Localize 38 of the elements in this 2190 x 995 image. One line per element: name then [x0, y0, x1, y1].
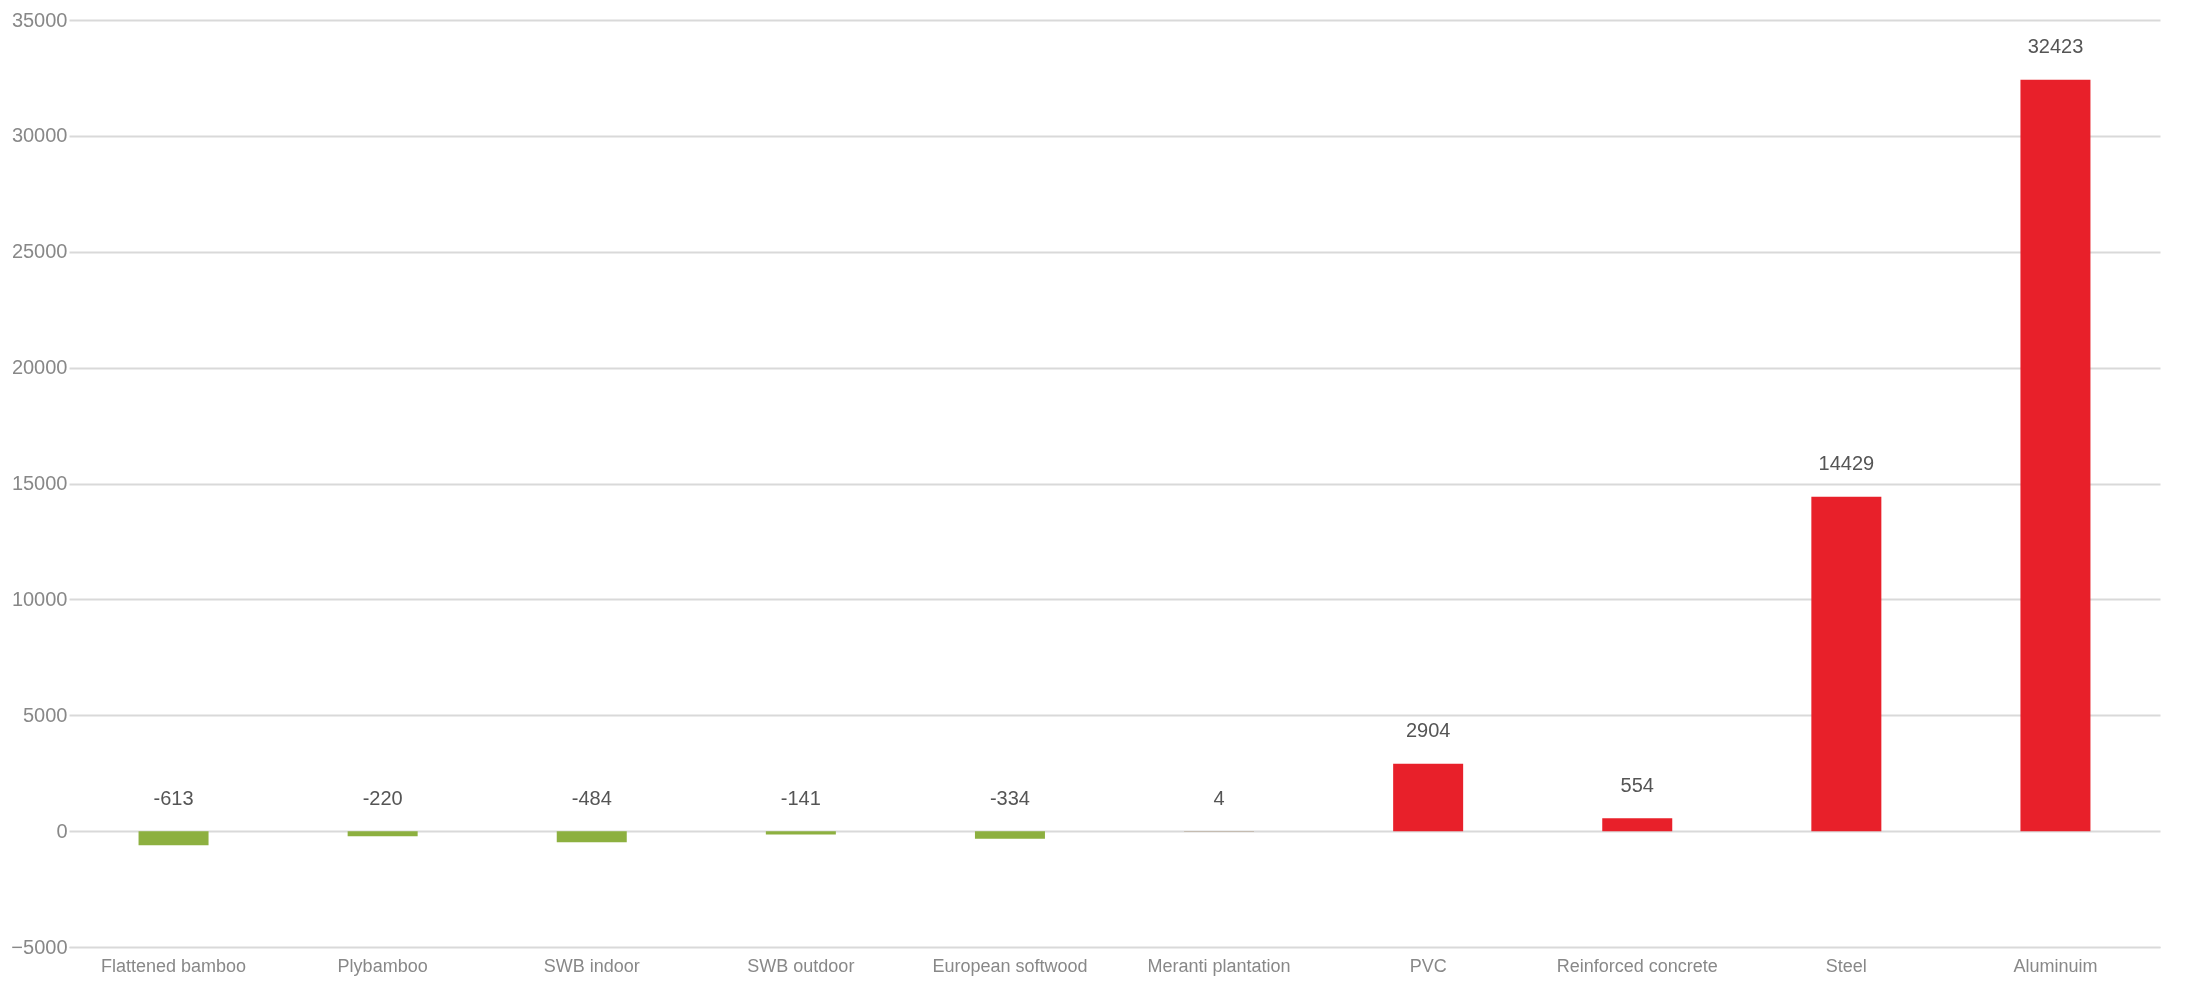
x-tick-label: SWB outdoor: [747, 955, 855, 976]
data-label: -334: [989, 786, 1030, 809]
bar: [1602, 818, 1673, 832]
x-tick-label: PVC: [1409, 955, 1447, 976]
y-tick-label: 35000: [11, 8, 68, 31]
x-tick-label: Steel: [1825, 955, 1867, 976]
bar: [1393, 763, 1464, 832]
data-label: 14429: [1818, 452, 1875, 475]
data-label: 2904: [1405, 719, 1451, 742]
bar: [556, 831, 627, 843]
data-label: -141: [780, 786, 821, 809]
y-tick-label: 10000: [11, 587, 68, 610]
y-tick-label: 25000: [11, 240, 68, 263]
y-tick-label: 0: [56, 819, 68, 842]
bar: [138, 831, 209, 846]
x-tick-label: SWB indoor: [543, 955, 640, 976]
y-tick-label: 30000: [11, 124, 68, 147]
y-tick-label: 15000: [11, 472, 68, 494]
bar: [974, 831, 1045, 839]
data-label: -220: [362, 786, 403, 809]
x-tick-label: Reinforced concrete: [1556, 955, 1718, 976]
data-label: 4: [1213, 786, 1225, 809]
bar: [2020, 79, 2091, 832]
data-label: 32423: [2027, 35, 2084, 58]
y-tick-label: −5000: [11, 935, 68, 958]
data-label: -613: [153, 786, 194, 809]
x-tick-label: Flattened bamboo: [101, 955, 247, 976]
y-tick-label: 5000: [23, 703, 68, 726]
data-label: -484: [571, 786, 612, 809]
bar: [1811, 496, 1882, 832]
bar: [765, 831, 836, 835]
data-label: 554: [1620, 773, 1654, 796]
x-tick-label: Meranti plantation: [1147, 955, 1291, 976]
x-tick-label: Aluminuim: [2013, 955, 2098, 976]
y-tick-label: 20000: [11, 356, 68, 379]
x-tick-label: Plybamboo: [337, 955, 428, 976]
bar: [347, 831, 418, 837]
x-tick-label: European softwood: [932, 955, 1088, 976]
